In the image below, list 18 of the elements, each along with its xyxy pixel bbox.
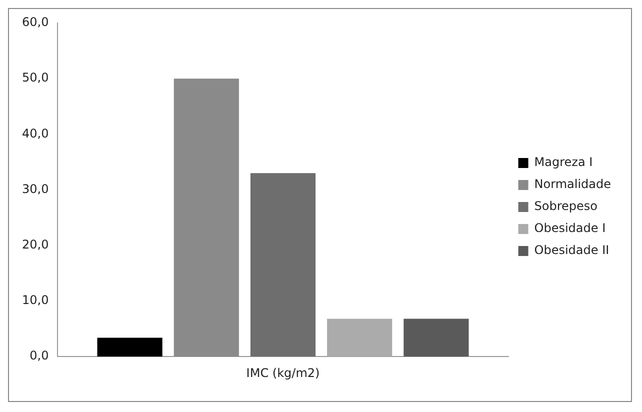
y-tick-label: 10,0 [22, 293, 49, 308]
legend-label: Magreza I [534, 155, 593, 170]
y-tick-label: 20,0 [22, 238, 49, 252]
y-tick-label: 30,0 [22, 182, 49, 196]
bar [97, 338, 162, 357]
legend-label: Normalidade [534, 177, 612, 192]
y-tick-label: 0,0 [30, 348, 49, 363]
x-tick-label: IMC (kg/m2) [246, 366, 320, 380]
bar [174, 78, 239, 357]
y-tick-label: 50,0 [22, 70, 49, 85]
y-tick-label: 60,0 [22, 15, 49, 30]
bar [250, 173, 316, 357]
legend-label: Obesidade I [534, 221, 606, 236]
y-tick-label: 40,0 [22, 126, 49, 140]
bar [327, 318, 392, 357]
legend-label: Sobrepeso [534, 199, 598, 214]
legend-label: Obesidade II [534, 243, 610, 258]
bar [404, 318, 469, 357]
